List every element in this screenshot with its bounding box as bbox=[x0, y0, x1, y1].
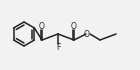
Text: O: O bbox=[84, 29, 90, 38]
Text: F: F bbox=[56, 43, 60, 52]
Text: O: O bbox=[71, 22, 77, 31]
Text: O: O bbox=[39, 22, 45, 31]
